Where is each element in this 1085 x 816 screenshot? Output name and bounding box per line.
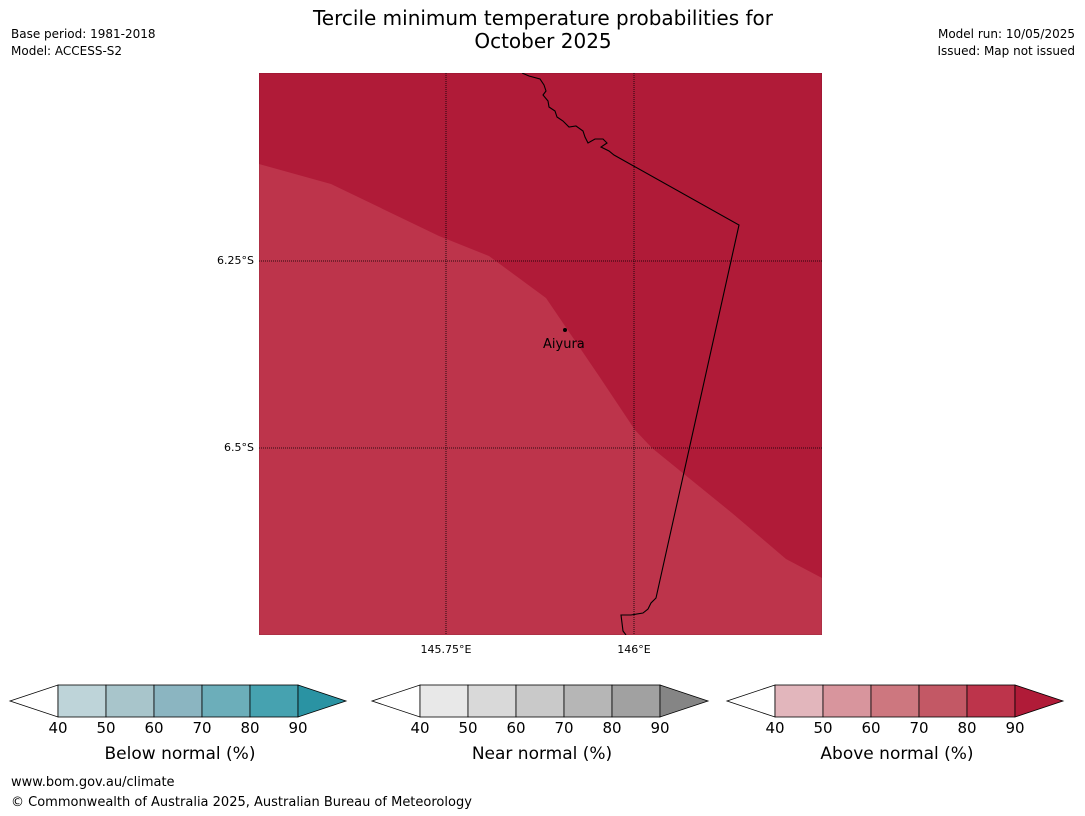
tick-label: 40 xyxy=(410,719,430,737)
model-run: Model run: 10/05/2025 xyxy=(937,27,1075,41)
colorbar-segment xyxy=(774,684,824,718)
colorbar-segment xyxy=(966,684,1016,718)
lat-label-6-25: 6.25°S xyxy=(217,254,254,267)
map-panel[interactable] xyxy=(259,73,822,635)
colorbar-segment xyxy=(515,684,565,718)
lon-label-146: 146°E xyxy=(617,643,651,656)
issued-status: Issued: Map not issued xyxy=(937,44,1075,58)
map-canvas xyxy=(259,73,822,635)
tick-label: 50 xyxy=(458,719,478,737)
tick-label: 60 xyxy=(861,719,881,737)
tick-label: 70 xyxy=(192,719,212,737)
title-line-1: Tercile minimum temperature probabilitie… xyxy=(312,6,774,30)
map-title: Tercile minimum temperature probabilitie… xyxy=(243,7,843,53)
colorbar-segment xyxy=(249,684,299,718)
colorbar-segment xyxy=(419,684,469,718)
probability-zone-80-90 xyxy=(259,164,822,635)
colorbar-segment xyxy=(563,684,613,718)
colorbar-extend-low xyxy=(725,684,776,718)
tick-label: 70 xyxy=(554,719,574,737)
legend-below-normal: 40 50 60 70 80 90 Below normal (%) xyxy=(8,684,350,764)
coastline-boundary xyxy=(521,73,740,635)
colorbar-segment xyxy=(105,684,155,718)
colorbar-segment xyxy=(57,684,107,718)
place-label-aiyura: Aiyura xyxy=(543,337,585,352)
colorbar-segment xyxy=(611,684,661,718)
colorbar-segment xyxy=(467,684,517,718)
footer-url[interactable]: www.bom.gov.au/climate xyxy=(11,775,175,790)
place-marker-aiyura[interactable] xyxy=(563,328,567,332)
tick-label: 80 xyxy=(602,719,622,737)
legend-above-normal: 40 50 60 70 80 90 Above normal (%) xyxy=(725,684,1067,764)
base-period: Base period: 1981-2018 xyxy=(11,27,156,41)
tick-label: 60 xyxy=(144,719,164,737)
colorbar-extend-high xyxy=(1014,684,1065,718)
model-name: Model: ACCESS-S2 xyxy=(11,44,123,58)
tick-label: 90 xyxy=(288,719,308,737)
colorbar-extend-low xyxy=(370,684,421,718)
colorbar-extend-low xyxy=(8,684,59,718)
tick-label: 90 xyxy=(650,719,670,737)
colorbar-segment xyxy=(153,684,203,718)
tick-label: 40 xyxy=(48,719,68,737)
colorbar-segment xyxy=(870,684,920,718)
meta-right: Model run: 10/05/2025 Issued: Map not is… xyxy=(937,26,1075,60)
legend-near-normal: 40 50 60 70 80 90 Near normal (%) xyxy=(370,684,712,764)
legend-label-near-normal: Near normal (%) xyxy=(471,744,613,764)
colorbar-segment xyxy=(918,684,968,718)
tick-label: 80 xyxy=(957,719,977,737)
tick-label: 60 xyxy=(506,719,526,737)
title-line-2: October 2025 xyxy=(474,29,612,53)
colorbar-segment xyxy=(822,684,872,718)
legend-label-above-normal: Above normal (%) xyxy=(820,744,974,764)
tick-label: 50 xyxy=(813,719,833,737)
legend-label-below-normal: Below normal (%) xyxy=(104,744,256,764)
colorbar-extend-high xyxy=(297,684,348,718)
tick-label: 70 xyxy=(909,719,929,737)
lat-label-6-5: 6.5°S xyxy=(224,441,254,454)
colorbar-extend-high xyxy=(659,684,710,718)
colorbar-below-normal xyxy=(8,684,348,718)
lon-label-145-75: 145.75°E xyxy=(420,643,472,656)
colorbar-above-normal xyxy=(725,684,1065,718)
meta-left: Base period: 1981-2018 Model: ACCESS-S2 xyxy=(11,26,156,60)
colorbar-near-normal xyxy=(370,684,710,718)
tick-label: 80 xyxy=(240,719,260,737)
colorbar-segment xyxy=(201,684,251,718)
tick-label: 50 xyxy=(96,719,116,737)
tick-label: 40 xyxy=(765,719,785,737)
footer-copyright: © Commonwealth of Australia 2025, Austra… xyxy=(11,795,472,810)
tick-label: 90 xyxy=(1005,719,1025,737)
